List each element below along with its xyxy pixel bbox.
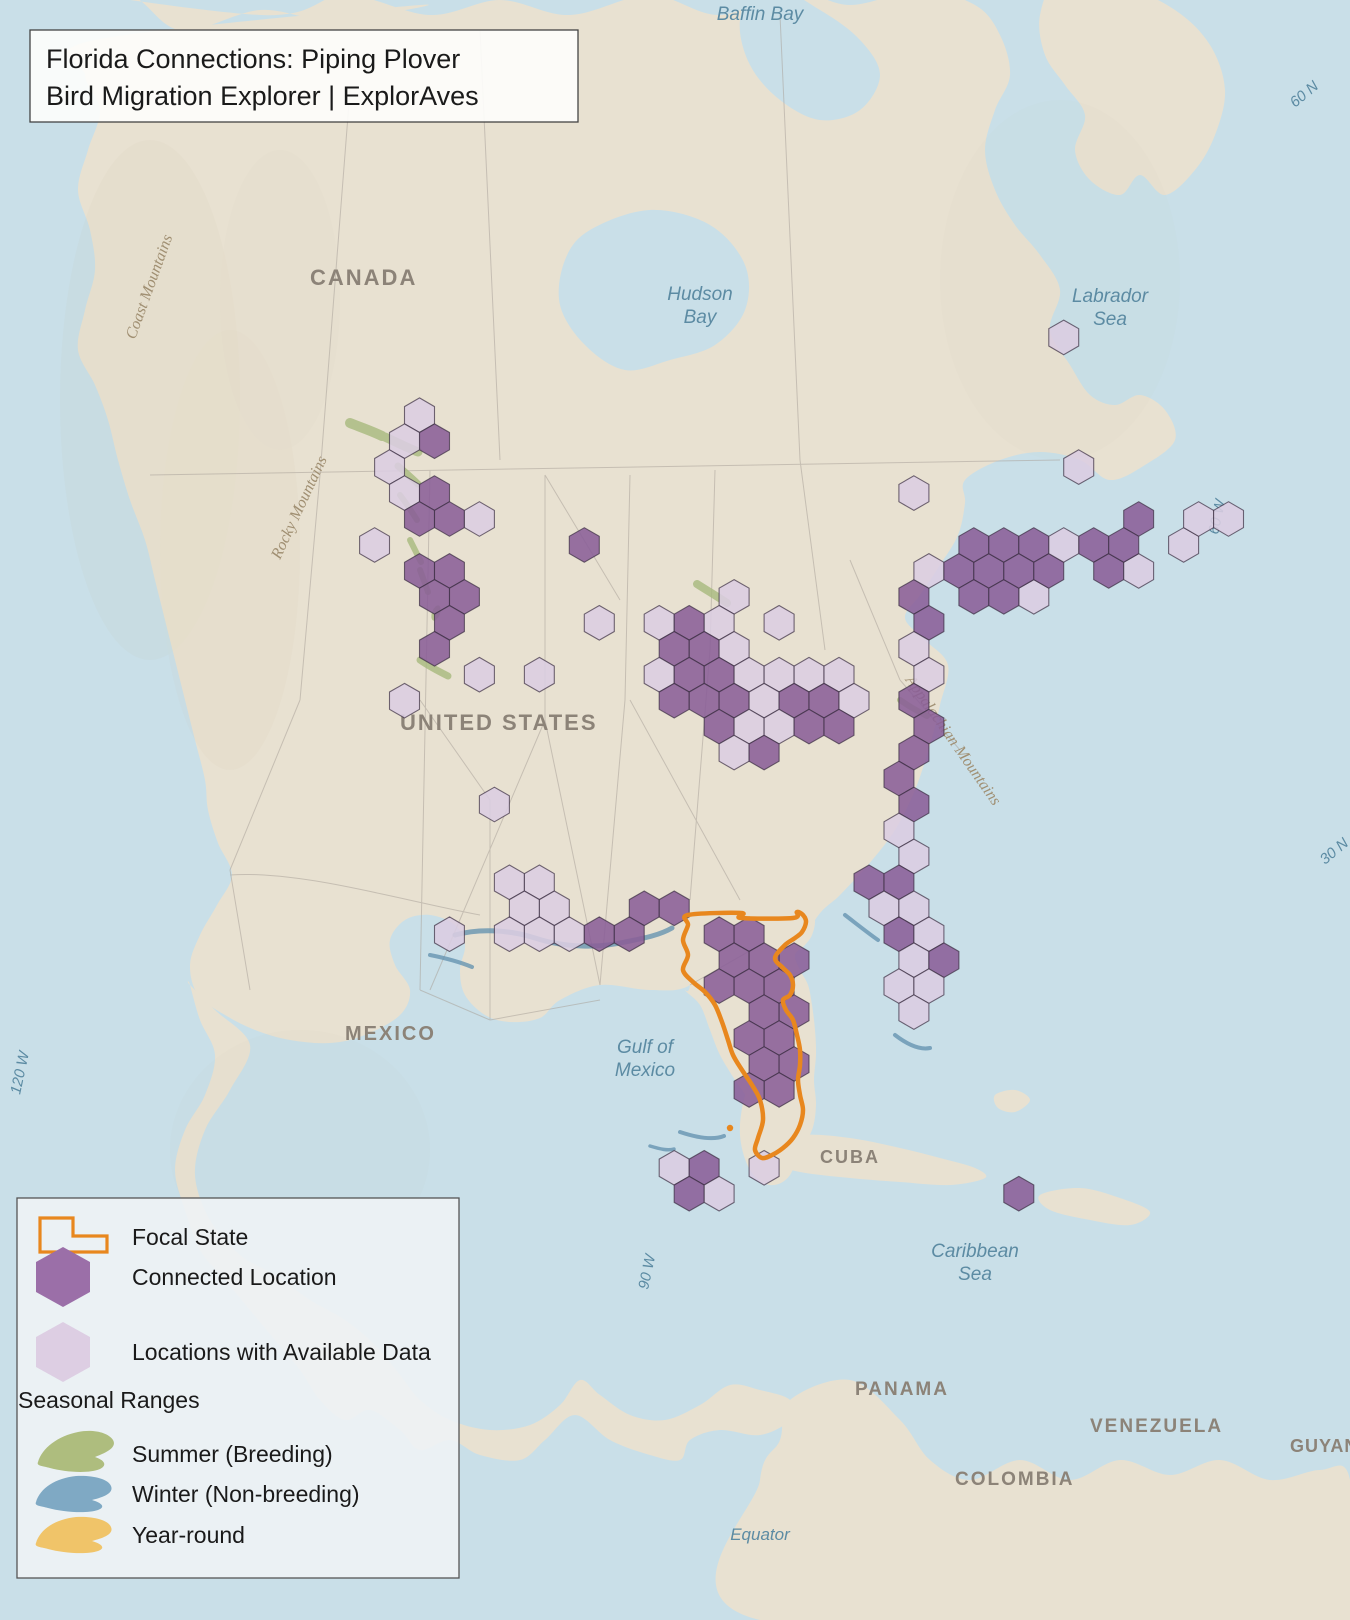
svg-text:Baffin Bay: Baffin Bay — [717, 4, 805, 25]
svg-text:Year-round: Year-round — [132, 1522, 245, 1548]
svg-text:Bay: Bay — [684, 307, 718, 328]
svg-text:Seasonal Ranges: Seasonal Ranges — [18, 1387, 200, 1413]
svg-text:Connected Location: Connected Location — [132, 1264, 337, 1290]
svg-text:Labrador: Labrador — [1072, 286, 1149, 307]
svg-text:Sea: Sea — [1093, 309, 1127, 330]
svg-text:VENEZUELA: VENEZUELA — [1090, 1416, 1223, 1437]
svg-text:Sea: Sea — [958, 1264, 992, 1285]
svg-text:Locations with Available Data: Locations with Available Data — [132, 1339, 431, 1365]
svg-text:Gulf of: Gulf of — [617, 1037, 675, 1058]
svg-text:COLOMBIA: COLOMBIA — [955, 1469, 1074, 1490]
svg-text:UNITED STATES: UNITED STATES — [400, 710, 598, 735]
svg-text:CANADA: CANADA — [310, 265, 417, 290]
svg-text:Hudson: Hudson — [667, 284, 733, 305]
svg-text:Mexico: Mexico — [615, 1060, 675, 1081]
svg-text:GUYANA: GUYANA — [1290, 1436, 1350, 1456]
svg-text:Focal State: Focal State — [132, 1224, 248, 1250]
svg-text:Caribbean: Caribbean — [931, 1241, 1019, 1262]
svg-text:PANAMA: PANAMA — [855, 1379, 949, 1400]
svg-text:MEXICO: MEXICO — [345, 1023, 436, 1045]
svg-text:Florida Connections: Piping Pl: Florida Connections: Piping Plover — [46, 44, 460, 74]
svg-text:Winter (Non-breeding): Winter (Non-breeding) — [132, 1481, 360, 1507]
svg-text:CUBA: CUBA — [820, 1147, 880, 1167]
svg-text:Equator: Equator — [730, 1525, 791, 1544]
svg-text:Bird Migration Explorer | Expl: Bird Migration Explorer | ExplorAves — [46, 81, 479, 111]
svg-text:Summer (Breeding): Summer (Breeding) — [132, 1441, 333, 1467]
